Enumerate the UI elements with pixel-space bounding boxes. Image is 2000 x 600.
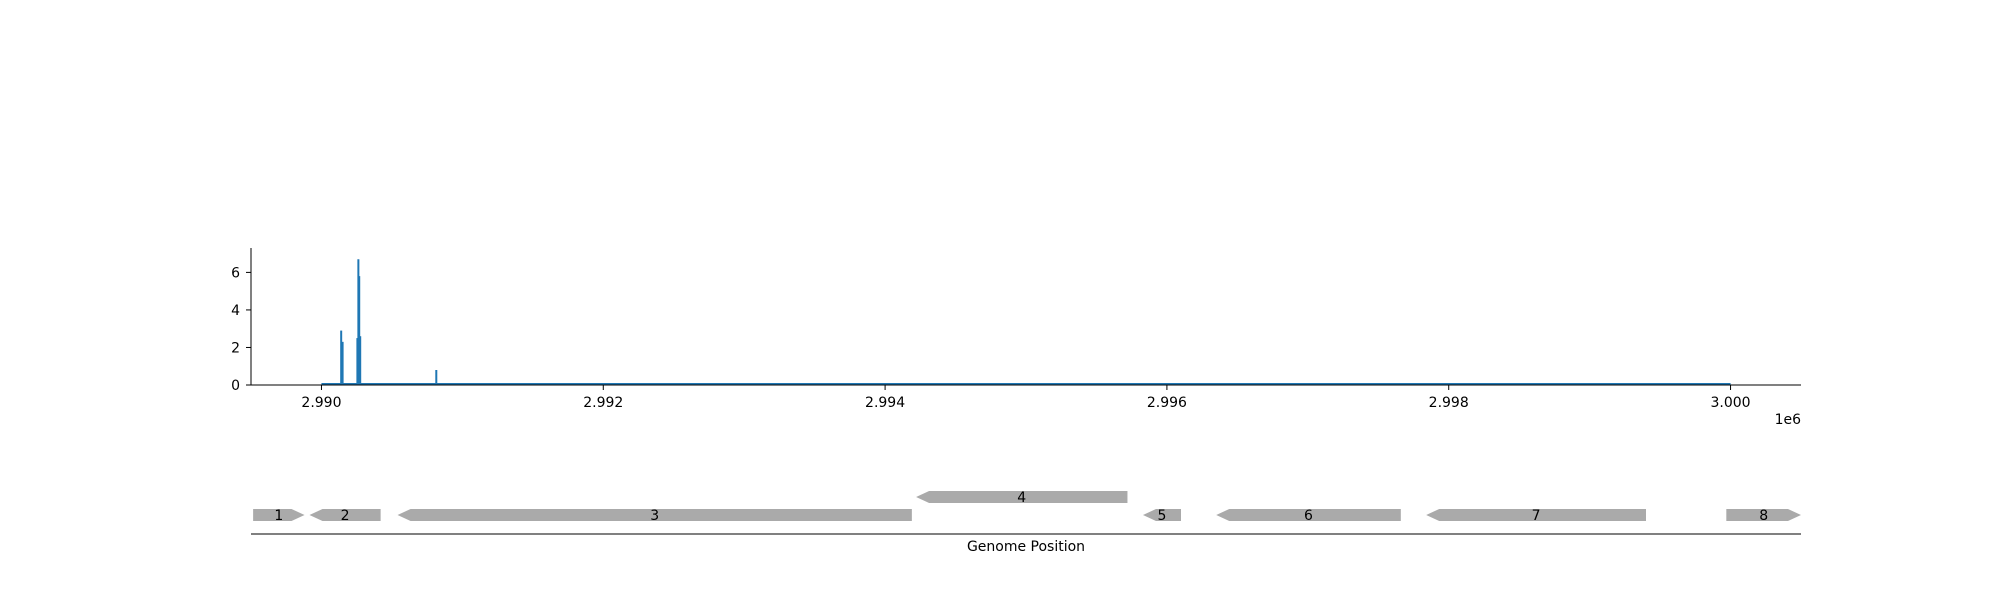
gene-arrow	[1426, 509, 1646, 521]
gene-arrow	[397, 509, 912, 521]
gene-label: 3	[650, 508, 659, 524]
gene-arrow	[1142, 509, 1181, 521]
gene-arrow	[916, 491, 1128, 503]
gene-map: 1 2 3 4 5 6 7 8 Genome Position	[251, 490, 1801, 555]
gene-label: 7	[1532, 508, 1541, 524]
x-tick-label: 2.998	[1429, 395, 1469, 411]
x-tick-label: 2.996	[1147, 395, 1187, 411]
gene-label: 2	[341, 508, 350, 524]
x-offset-label: 1e6	[1775, 412, 1802, 428]
gene-label: 5	[1158, 508, 1167, 524]
y-tick-label: 4	[231, 303, 240, 319]
gene-arrow	[1216, 509, 1401, 521]
gene-label: 6	[1304, 508, 1313, 524]
y-tick-label: 6	[231, 265, 240, 281]
gene-arrow	[1726, 509, 1801, 521]
genome-axis-label: Genome Position	[967, 539, 1085, 555]
coverage-plot: 0 2 4 6 2.990 2.992 2.994 2.996 2.998 3.000 1e6	[231, 248, 1801, 428]
x-tick-label: 3.000	[1710, 395, 1750, 411]
gene-label: 8	[1759, 508, 1768, 524]
gene-label: 4	[1017, 490, 1026, 506]
y-tick-label: 0	[231, 378, 240, 394]
gene-label: 1	[274, 508, 283, 524]
x-tick-label: 2.994	[865, 395, 905, 411]
x-tick-label: 2.992	[583, 395, 623, 411]
x-tick-label: 2.990	[301, 395, 341, 411]
y-tick-label: 2	[231, 340, 240, 356]
gene-arrow	[309, 509, 381, 521]
gene-arrow	[253, 509, 305, 521]
